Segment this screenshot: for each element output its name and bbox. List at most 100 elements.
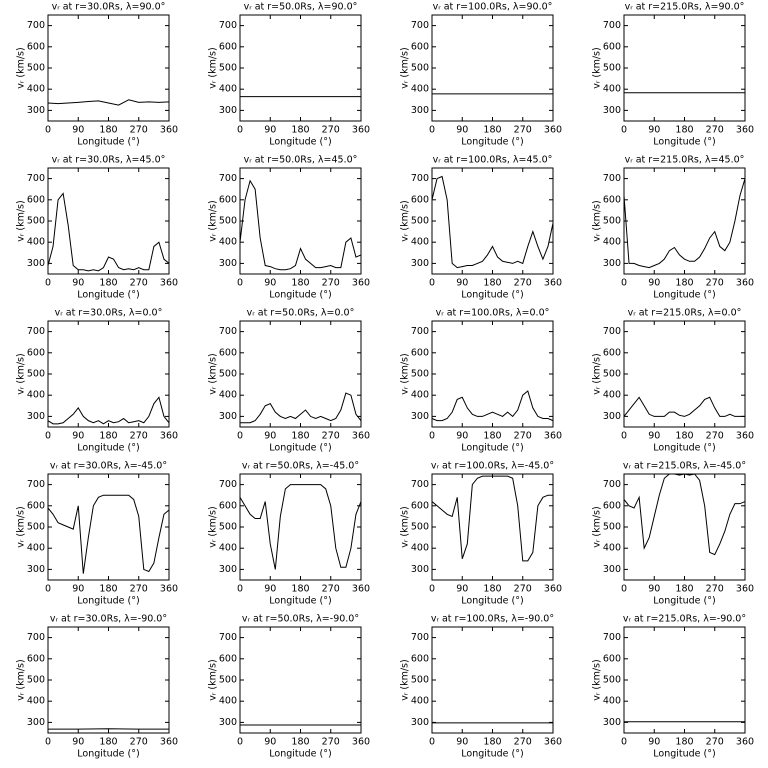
y-tick-label: 400: [219, 237, 237, 248]
y-tick-label: 700: [219, 479, 237, 490]
y-tick-label: 500: [27, 675, 45, 686]
y-tick-label: 600: [411, 500, 429, 511]
x-tick-label: 90: [264, 584, 276, 595]
y-tick-label: 500: [219, 216, 237, 227]
y-tick-label: 400: [27, 84, 45, 95]
x-tick-label: 90: [456, 125, 468, 136]
axes-frame: [239, 473, 362, 581]
panel: vᵣ at r=100.0Rs, λ=45.0° 0 90 180 270 360 300 4…: [400, 155, 563, 301]
y-axis-label: vᵣ (km/s): [400, 506, 411, 547]
panel-title: vᵣ at r=50.0Rs, λ=-90.0°: [242, 614, 359, 625]
y-axis-label: vᵣ (km/s): [592, 506, 603, 547]
x-tick-label: 360: [352, 125, 370, 136]
y-tick-label: 700: [603, 326, 621, 337]
y-tick-label: 500: [411, 675, 429, 686]
y-tick-label: 400: [27, 543, 45, 554]
data-line: [623, 473, 746, 556]
x-axis-label: Longitude (°): [77, 443, 139, 454]
x-tick-label: 360: [352, 278, 370, 289]
x-tick-label: 180: [483, 278, 501, 289]
y-tick-label: 700: [603, 20, 621, 31]
x-tick-label: 0: [621, 737, 627, 748]
x-axis-label: Longitude (°): [269, 443, 331, 454]
x-tick-label: 270: [322, 737, 340, 748]
y-tick-label: 300: [27, 717, 45, 728]
x-tick-label: 270: [706, 125, 724, 136]
y-tick-label: 400: [603, 84, 621, 95]
axes-frame: [239, 14, 362, 122]
y-tick-label: 600: [603, 194, 621, 205]
data-line: [431, 390, 554, 422]
x-tick-label: 270: [130, 278, 148, 289]
panel-title: vᵣ at r=215.0Rs, λ=-90.0°: [623, 614, 746, 625]
x-tick-label: 0: [45, 278, 51, 289]
y-tick-label: 300: [219, 717, 237, 728]
y-tick-label: 400: [27, 390, 45, 401]
x-axis-label: Longitude (°): [77, 290, 139, 301]
y-tick-label: 700: [411, 326, 429, 337]
panel: vᵣ at r=30.0Rs, λ=0.0° 0 90 180 270 360 300 400…: [16, 308, 179, 454]
x-axis-label: Longitude (°): [269, 290, 331, 301]
x-tick-label: 270: [322, 431, 340, 442]
x-tick-label: 0: [621, 278, 627, 289]
panel-title: vᵣ at r=30.0Rs, λ=-90.0°: [50, 614, 167, 625]
y-tick-label: 700: [603, 479, 621, 490]
axes-frame: [623, 167, 746, 275]
panel-title: vᵣ at r=215.0Rs, λ=0.0°: [628, 308, 742, 319]
y-tick-label: 400: [27, 237, 45, 248]
panel: vᵣ at r=215.0Rs, λ=90.0° 0 90 180 270 360 300 4…: [592, 2, 755, 148]
x-tick-label: 0: [621, 431, 627, 442]
x-tick-label: 180: [291, 278, 309, 289]
y-tick-label: 600: [27, 41, 45, 52]
y-tick-label: 600: [411, 347, 429, 358]
x-tick-label: 0: [429, 125, 435, 136]
x-tick-label: 0: [237, 584, 243, 595]
x-tick-label: 90: [456, 431, 468, 442]
x-tick-label: 180: [99, 125, 117, 136]
x-tick-label: 0: [45, 584, 51, 595]
y-tick-label: 300: [603, 258, 621, 269]
y-tick-label: 300: [27, 105, 45, 116]
x-tick-label: 270: [514, 584, 532, 595]
x-tick-label: 270: [514, 737, 532, 748]
y-tick-label: 400: [219, 390, 237, 401]
x-tick-label: 360: [544, 584, 562, 595]
panel: vᵣ at r=30.0Rs, λ=-90.0° 0 90 180 270 360 300 4…: [16, 614, 179, 760]
x-tick-label: 90: [648, 584, 660, 595]
y-tick-label: 600: [219, 41, 237, 52]
y-axis-label: vᵣ (km/s): [16, 506, 27, 547]
y-tick-label: 300: [219, 411, 237, 422]
y-tick-label: 300: [411, 105, 429, 116]
y-axis-label: vᵣ (km/s): [16, 200, 27, 241]
panel: vᵣ at r=30.0Rs, λ=45.0° 0 90 180 270 360 300 40…: [16, 155, 179, 301]
data-line: [623, 396, 745, 417]
panel: vᵣ at r=30.0Rs, λ=-45.0° 0 90 180 270 360 300 4…: [16, 461, 179, 607]
y-tick-label: 600: [411, 653, 429, 664]
x-tick-label: 90: [648, 125, 660, 136]
y-tick-label: 600: [603, 347, 621, 358]
panel: vᵣ at r=30.0Rs, λ=90.0° 0 90 180 270 360 300 40…: [16, 2, 179, 148]
panel: vᵣ at r=215.0Rs, λ=45.0° 0 90 180 270 360 300 4…: [592, 155, 755, 301]
x-axis-label: Longitude (°): [461, 443, 523, 454]
panel-title: vᵣ at r=215.0Rs, λ=45.0°: [625, 155, 745, 166]
y-tick-label: 600: [27, 653, 45, 664]
axes-frame: [47, 14, 170, 122]
x-tick-label: 360: [736, 125, 754, 136]
x-tick-label: 180: [291, 737, 309, 748]
axes-frame: [47, 473, 170, 581]
x-tick-label: 360: [544, 737, 562, 748]
y-tick-label: 700: [603, 173, 621, 184]
y-axis-label: vᵣ (km/s): [592, 353, 603, 394]
x-tick-label: 180: [675, 278, 693, 289]
x-tick-label: 360: [544, 278, 562, 289]
y-axis-label: vᵣ (km/s): [592, 200, 603, 241]
y-tick-label: 300: [603, 105, 621, 116]
x-tick-label: 0: [45, 431, 51, 442]
x-tick-label: 270: [130, 737, 148, 748]
panel-title: vᵣ at r=30.0Rs, λ=-45.0°: [50, 461, 167, 472]
y-tick-label: 400: [27, 696, 45, 707]
x-tick-label: 360: [544, 125, 562, 136]
y-tick-label: 500: [411, 522, 429, 533]
y-tick-label: 500: [603, 63, 621, 74]
